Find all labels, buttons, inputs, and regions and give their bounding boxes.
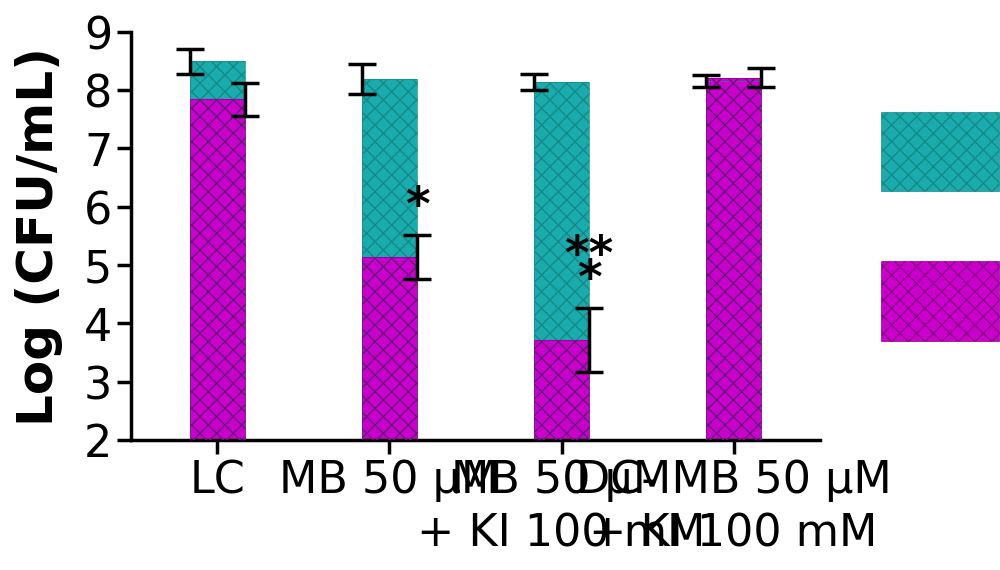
- Bar: [534, 340, 589, 440]
- Bar: [534, 340, 589, 440]
- Bar: [706, 81, 761, 440]
- Bar: [362, 79, 417, 440]
- Bar: [706, 81, 761, 440]
- Legend: 0', 180': 0', 180': [857, 88, 1000, 364]
- Bar: [706, 78, 761, 440]
- Bar: [362, 257, 417, 440]
- Text: **: **: [564, 234, 614, 279]
- Bar: [190, 100, 245, 440]
- Bar: [362, 257, 417, 440]
- Bar: [534, 82, 589, 440]
- Bar: [362, 79, 417, 440]
- Bar: [706, 78, 761, 440]
- Text: *: *: [577, 258, 601, 303]
- Bar: [534, 82, 589, 440]
- Text: *: *: [405, 185, 429, 230]
- Bar: [190, 62, 245, 440]
- Bar: [190, 62, 245, 440]
- Bar: [190, 100, 245, 440]
- Y-axis label: Log (CFU/mL): Log (CFU/mL): [15, 47, 63, 425]
